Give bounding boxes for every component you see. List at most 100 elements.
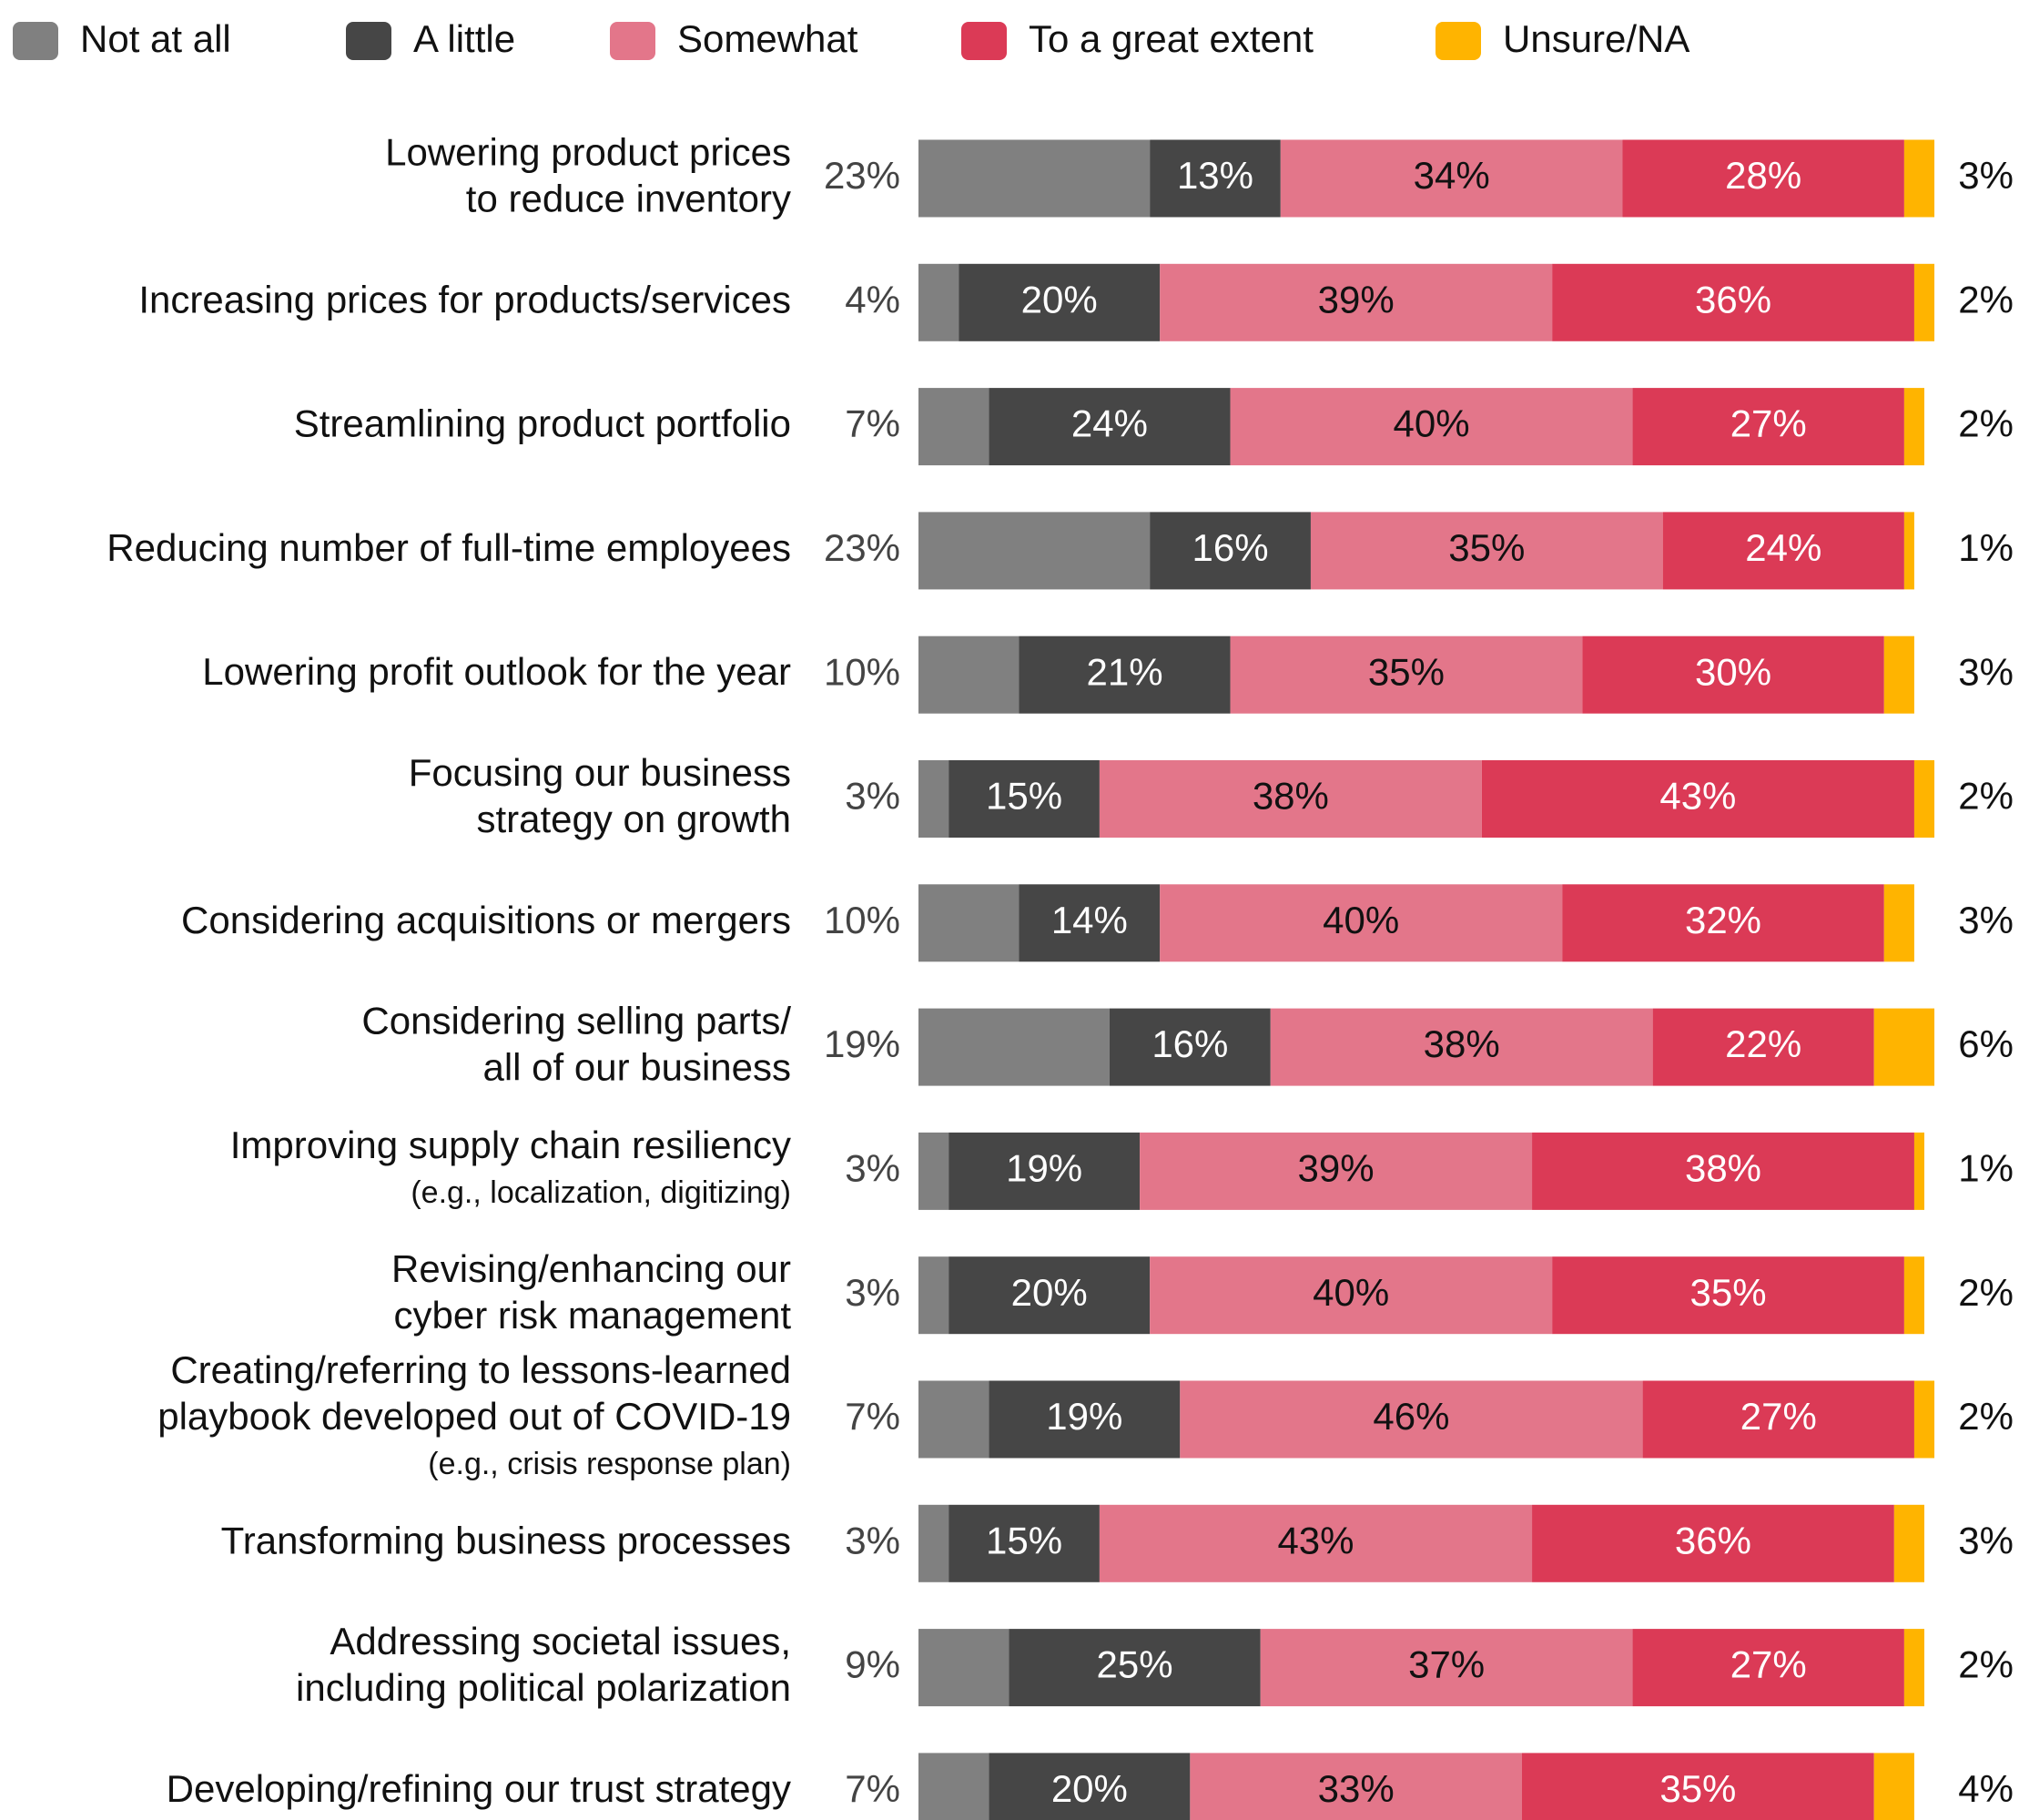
value-label: 33%	[1318, 1767, 1395, 1810]
bar-segment	[1903, 1256, 1924, 1335]
value-label: 27%	[1740, 1395, 1817, 1438]
bar-segment	[918, 1256, 949, 1335]
category-label-line: Reducing number of full-time employees	[107, 526, 791, 569]
value-label: 38%	[1685, 1146, 1761, 1189]
bar-segment	[989, 1380, 1181, 1459]
value-label: 43%	[1277, 1519, 1354, 1561]
value-label: 22%	[1725, 1022, 1801, 1065]
bar-segment	[1099, 760, 1482, 838]
legend-swatch	[1436, 22, 1481, 60]
value-label: 3%	[1958, 650, 2014, 693]
category-label: Reducing number of full-time employees	[107, 526, 791, 569]
value-label: 24%	[1071, 402, 1148, 445]
category-label: Increasing prices for products/services	[138, 278, 791, 320]
value-label: 3%	[1958, 899, 2014, 941]
category-label: Addressing societal issues, including pol…	[296, 1620, 791, 1709]
category-label-line: to reduce inventory	[466, 178, 791, 220]
value-label: 1%	[1958, 526, 2014, 569]
bar-segment	[1552, 1256, 1904, 1335]
value-label: 15%	[986, 775, 1062, 818]
bar-segment	[1913, 263, 1935, 341]
category-label-line: Addressing societal issues,	[330, 1620, 791, 1662]
category-label-line: strategy on growth	[476, 798, 791, 840]
value-label: 35%	[1448, 526, 1525, 569]
bar-segment	[918, 1380, 989, 1459]
value-label: 37%	[1408, 1643, 1485, 1686]
bar-segment	[1481, 760, 1914, 838]
value-label: 32%	[1685, 899, 1761, 941]
bar-segment	[1230, 388, 1633, 466]
bar-segment	[1662, 512, 1904, 590]
category-label-line: Focusing our business	[409, 751, 791, 794]
value-label: 7%	[845, 402, 900, 445]
bar-segment	[949, 1132, 1141, 1210]
category-label: Streamlining product portfolio	[294, 402, 791, 445]
value-label: 46%	[1373, 1395, 1449, 1438]
value-label: 16%	[1192, 526, 1269, 569]
value-label: 19%	[1006, 1146, 1082, 1189]
legend-label: Unsure/NA	[1503, 17, 1689, 60]
category-label-line: (e.g., crisis response plan)	[428, 1447, 791, 1481]
category-label: Considering acquisitions or mergers	[181, 899, 791, 941]
category-label-line: (e.g., localization, digitizing)	[411, 1175, 791, 1210]
legend-swatch	[13, 22, 58, 60]
bar-segment	[1099, 1504, 1533, 1582]
bar-segment	[1632, 1629, 1904, 1707]
category-label-line: Developing/refining our trust strategy	[167, 1767, 791, 1810]
category-label-line: Transforming business processes	[221, 1519, 791, 1561]
value-label: 2%	[1958, 402, 2014, 445]
bar-segment	[918, 760, 949, 838]
category-label-line: Streamlining product portfolio	[294, 402, 791, 445]
value-label: 7%	[845, 1767, 900, 1810]
value-label: 38%	[1253, 775, 1329, 818]
bar-segment	[918, 388, 989, 466]
value-label: 9%	[845, 1643, 900, 1686]
category-label-line: Improving supply chain resiliency	[230, 1124, 791, 1166]
bar-segment	[1150, 139, 1281, 218]
bar-segment	[989, 1753, 1191, 1820]
category-label: Focusing our business strategy on growth	[409, 751, 791, 840]
value-label: 40%	[1394, 402, 1470, 445]
value-label: 20%	[1021, 278, 1098, 320]
bar-segment	[1873, 1008, 1935, 1086]
bar-segment	[1532, 1504, 1894, 1582]
value-label: 16%	[1152, 1022, 1228, 1065]
value-label: 20%	[1011, 1271, 1088, 1314]
bar-segment	[1532, 1132, 1914, 1210]
bar-segment	[1160, 884, 1563, 962]
value-label: 24%	[1745, 526, 1821, 569]
bar-segment	[1140, 1132, 1533, 1210]
bar-segment	[1652, 1008, 1874, 1086]
bar-segment	[1522, 1753, 1874, 1820]
value-label: 10%	[824, 650, 900, 693]
bar-segment	[918, 1504, 949, 1582]
bar-segment	[1310, 512, 1663, 590]
bar-segment	[1160, 263, 1553, 341]
bar-segment	[1642, 1380, 1914, 1459]
category-label-line: playbook developed out of COVID-19	[157, 1395, 791, 1438]
value-label: 3%	[1958, 1519, 2014, 1561]
value-label: 3%	[845, 1146, 900, 1189]
legend-label: Somewhat	[677, 17, 858, 60]
bar-segment	[1270, 1008, 1653, 1086]
bar-segment	[1180, 1380, 1643, 1459]
category-label: Developing/refining our trust strategy	[167, 1767, 791, 1810]
bar-segment	[1883, 884, 1914, 962]
value-label: 39%	[1298, 1146, 1375, 1189]
category-label-line: Considering acquisitions or mergers	[181, 899, 791, 941]
value-label: 23%	[824, 526, 900, 569]
bar-segment	[1913, 1132, 1924, 1210]
bar-segment	[1190, 1753, 1522, 1820]
value-label: 27%	[1730, 402, 1807, 445]
value-label: 1%	[1958, 1146, 2014, 1189]
bar-segment	[1562, 884, 1884, 962]
bar-segment	[918, 139, 1151, 218]
value-label: 25%	[1097, 1643, 1173, 1686]
category-label-line: Increasing prices for products/services	[138, 278, 791, 320]
legend-label: A little	[413, 17, 515, 60]
category-label-line: Considering selling parts/	[361, 1000, 791, 1042]
bar-segment	[1280, 139, 1623, 218]
bar-segment	[959, 263, 1161, 341]
category-label: Lowering profit outlook for the year	[202, 650, 791, 693]
